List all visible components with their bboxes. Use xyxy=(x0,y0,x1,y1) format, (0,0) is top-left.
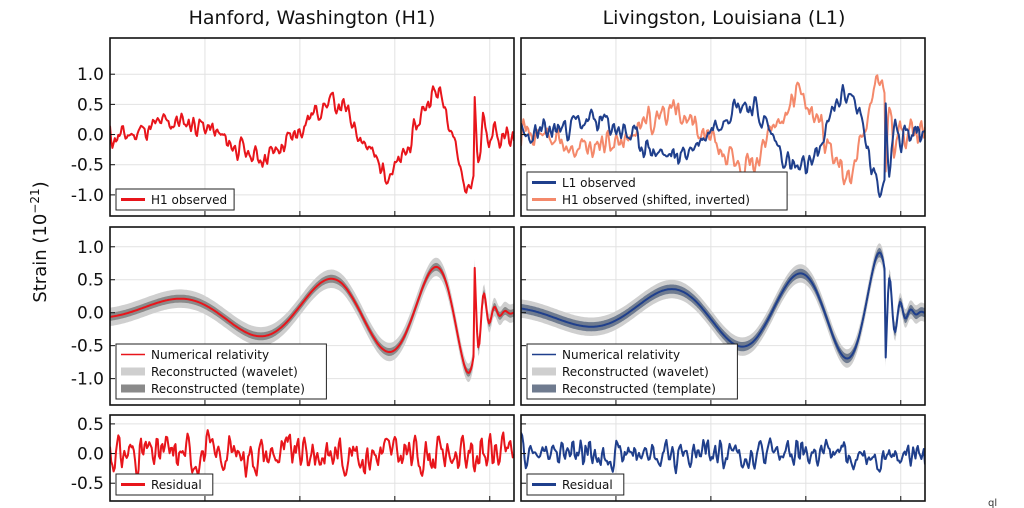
legend-l1-observed: L1 observed H1 observed (shifted, inverte… xyxy=(526,171,788,211)
y-axis-label: Strain (10−21) xyxy=(28,181,51,302)
panel-h1-observed: -1.0 -0.5 0.0 0.5 1.0 H1 observed xyxy=(71,37,515,217)
panel-l1-observed: L1 observed H1 observed (shifted, inverte… xyxy=(520,37,926,217)
legend-label: H1 observed xyxy=(151,193,227,207)
legend-label: Reconstructed (template) xyxy=(562,382,716,396)
y-tick-label: 1.0 xyxy=(77,65,104,85)
y-tick-label: 0.0 xyxy=(77,445,104,465)
panel-frame xyxy=(109,226,515,406)
legend-label: Residual xyxy=(151,478,202,492)
panel-frame xyxy=(520,226,926,406)
legend-box xyxy=(115,473,214,496)
legend-box xyxy=(115,343,327,400)
legend-label: Numerical relativity xyxy=(562,348,680,362)
y-tick-label: -1.0 xyxy=(71,186,104,206)
legend-h1-observed: H1 observed xyxy=(115,188,235,211)
panel-h1-reconstruction: -1.0 -0.5 0.0 0.5 1.0 Numerical relativity Rec… xyxy=(71,226,515,406)
legend-h1-residual: Residual xyxy=(115,473,214,496)
y-axis-label-main: Strain (10 xyxy=(30,214,51,303)
series-line-0 xyxy=(521,84,925,198)
series-band-1 xyxy=(110,257,514,383)
plot-area xyxy=(521,432,925,475)
y-tick-label: -1.0 xyxy=(71,370,104,390)
legend-swatch xyxy=(532,367,556,376)
legend-box xyxy=(115,188,235,211)
corner-mark: ql xyxy=(988,498,997,508)
plot-area xyxy=(110,85,514,194)
legend-label: Residual xyxy=(562,478,613,492)
series-line-1 xyxy=(521,74,925,186)
title-l1: Livingston, Louisiana (L1) xyxy=(603,7,846,29)
y-tick-label: -0.5 xyxy=(71,337,104,357)
legend-h1-reconstruction: Numerical relativity Reconstructed (wavel… xyxy=(115,343,327,400)
y-axis-label-close: ) xyxy=(30,181,51,188)
legend-box xyxy=(526,343,738,400)
y-tick-label: 0.0 xyxy=(77,126,104,146)
y-tick-label: 0.5 xyxy=(77,271,104,291)
plot-area xyxy=(521,243,925,368)
series-line-0 xyxy=(521,251,925,360)
legend-label: L1 observed xyxy=(562,176,636,190)
legend-label: Reconstructed (template) xyxy=(151,382,305,396)
panel-frame xyxy=(109,414,515,502)
series-line-0 xyxy=(110,429,514,481)
legend-l1-residual: Residual xyxy=(526,473,625,496)
panel-l1-residual: Residual xyxy=(520,414,926,502)
title-h1: Hanford, Washington (H1) xyxy=(189,7,436,29)
legend-swatch xyxy=(121,367,145,376)
panel-background xyxy=(110,38,514,216)
legend-label: H1 observed (shifted, inverted) xyxy=(562,193,750,207)
legend-label: Reconstructed (wavelet) xyxy=(562,365,709,379)
panel-l1-reconstruction: Numerical relativity Reconstructed (wavel… xyxy=(520,226,926,406)
series-line-0 xyxy=(110,265,514,374)
y-tick-label: 0.5 xyxy=(77,415,104,435)
y-tick-label: 0.5 xyxy=(77,95,104,115)
panel-frame xyxy=(520,37,926,217)
legend-swatch xyxy=(532,384,556,393)
panel-h1-residual: -0.5 0.0 0.5 Residual xyxy=(71,414,515,502)
plot-area xyxy=(521,74,925,198)
panels-group: -1.0 -0.5 0.0 0.5 1.0 H1 observed L1 observed H… xyxy=(71,37,926,502)
plot-area xyxy=(110,429,514,481)
y-tick-label: -0.5 xyxy=(71,474,104,494)
panel-frame xyxy=(520,414,926,502)
legend-box xyxy=(526,473,625,496)
y-tick-label: 0.0 xyxy=(77,304,104,324)
legend-box xyxy=(526,171,788,211)
legend-l1-reconstruction: Numerical relativity Reconstructed (wavel… xyxy=(526,343,738,400)
y-axis-label-exponent: −21 xyxy=(28,188,42,213)
y-tick-label: 1.0 xyxy=(77,238,104,258)
series-line-0 xyxy=(521,432,925,475)
y-tick-label: -0.5 xyxy=(71,156,104,176)
series-band-1 xyxy=(521,243,925,368)
legend-label: Numerical relativity xyxy=(151,348,269,362)
series-line-0 xyxy=(110,85,514,194)
legend-label: Reconstructed (wavelet) xyxy=(151,365,298,379)
legend-swatch xyxy=(121,384,145,393)
plot-area xyxy=(110,257,514,383)
panel-frame xyxy=(109,37,515,217)
